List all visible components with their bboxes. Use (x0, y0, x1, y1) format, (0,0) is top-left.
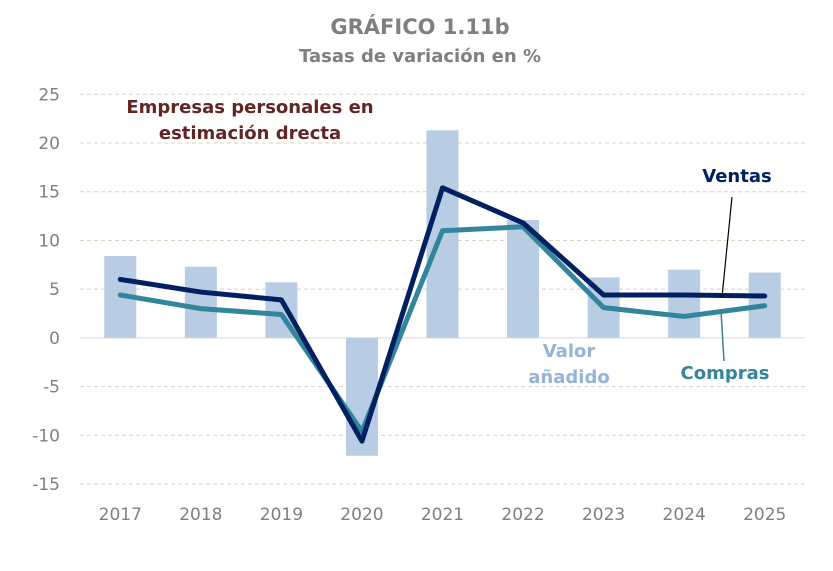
x-tick-label: 2023 (582, 505, 625, 525)
y-tick-label: 0 (49, 329, 60, 349)
annotation-line-2: estimación drecta (159, 123, 341, 144)
ventas-leader-line (722, 197, 732, 297)
y-tick-label: 15 (38, 183, 60, 203)
y-tick-label: -10 (32, 426, 60, 446)
y-tick-label: -15 (32, 475, 60, 495)
x-tick-label: 2018 (179, 505, 222, 525)
label-ventas: Ventas (702, 166, 771, 187)
y-tick-label: 10 (38, 231, 60, 251)
bar-valor-anadido (185, 267, 217, 338)
x-tick-label: 2024 (663, 505, 706, 525)
x-tick-label: 2017 (99, 505, 142, 525)
x-axis-ticks: 2017 2018 2019 2020 2021 2022 2023 2024 2025 (99, 505, 787, 525)
x-tick-label: 2025 (743, 505, 786, 525)
chart-title: GRÁFICO 1.11b (330, 14, 509, 39)
chart-subtitle: Tasas de variación en % (299, 46, 541, 67)
x-tick-label: 2021 (421, 505, 464, 525)
x-tick-label: 2022 (501, 505, 544, 525)
y-tick-label: 20 (38, 134, 60, 154)
label-compras: Compras (681, 363, 770, 384)
y-axis-ticks: 25 20 15 10 5 0 -5 -10 -15 (32, 85, 60, 495)
y-tick-label: 5 (49, 280, 60, 300)
compras-leader-line (721, 311, 724, 361)
y-tick-label: 25 (38, 85, 60, 105)
x-tick-label: 2019 (260, 505, 303, 525)
annotation-line-1: Empresas personales en (126, 97, 373, 118)
label-valor-line-2: añadido (528, 367, 609, 388)
label-valor-line-1: Valor (543, 341, 596, 362)
y-tick-label: -5 (43, 378, 60, 398)
bar-valor-anadido (668, 270, 700, 338)
x-tick-label: 2020 (340, 505, 383, 525)
